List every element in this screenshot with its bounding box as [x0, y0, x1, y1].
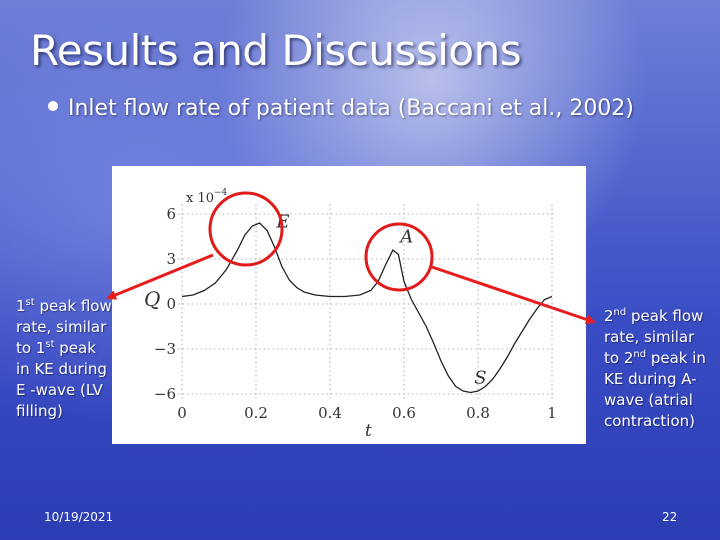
- page-number: 22: [662, 510, 678, 524]
- y-tick-label: −6: [154, 385, 176, 403]
- x-tick-label: 0.6: [392, 404, 416, 422]
- right-annotation-text: 2nd peak flow rate, similar to 2nd peak …: [604, 307, 706, 430]
- bullet-text: Inlet flow rate of patient data (Baccani…: [68, 96, 634, 121]
- y-tick-label: 0: [166, 295, 176, 313]
- bullet-dot-icon: [48, 101, 58, 111]
- x-tick-label: 0.4: [318, 404, 342, 422]
- x-tick-label: 0: [177, 404, 187, 422]
- highlight-circle-a: [364, 222, 434, 292]
- annotation-s: S: [474, 368, 486, 389]
- y-tick-label: 3: [166, 250, 176, 268]
- highlight-circle-e: [208, 191, 284, 267]
- y-tick-label: −3: [154, 340, 176, 358]
- x-tick-label: 1: [547, 404, 557, 422]
- y-tick-label: 6: [166, 205, 176, 223]
- chart-tick-labels: 0 0.2 0.4 0.6 0.8 1 6 3 0 −3 −6: [154, 205, 557, 422]
- flow-rate-series-line: [181, 222, 553, 394]
- y-multiplier-label: x 10−4: [186, 188, 228, 206]
- x-axis-label: t: [365, 421, 372, 441]
- footer-date: 10/19/2021: [44, 510, 114, 524]
- left-annotation-text: 1st peak flow rate, similar to 1st peak …: [16, 297, 112, 420]
- annotation-a: A: [398, 227, 413, 248]
- x-tick-label: 0.2: [244, 404, 268, 422]
- bullet-item: Inlet flow rate of patient data (Baccani…: [48, 96, 634, 121]
- chart-annotations: EAS: [275, 212, 486, 389]
- slide-title: Results and Discussions: [30, 26, 522, 75]
- y-axis-label: Q: [144, 287, 160, 311]
- x-tick-label: 0.8: [466, 404, 490, 422]
